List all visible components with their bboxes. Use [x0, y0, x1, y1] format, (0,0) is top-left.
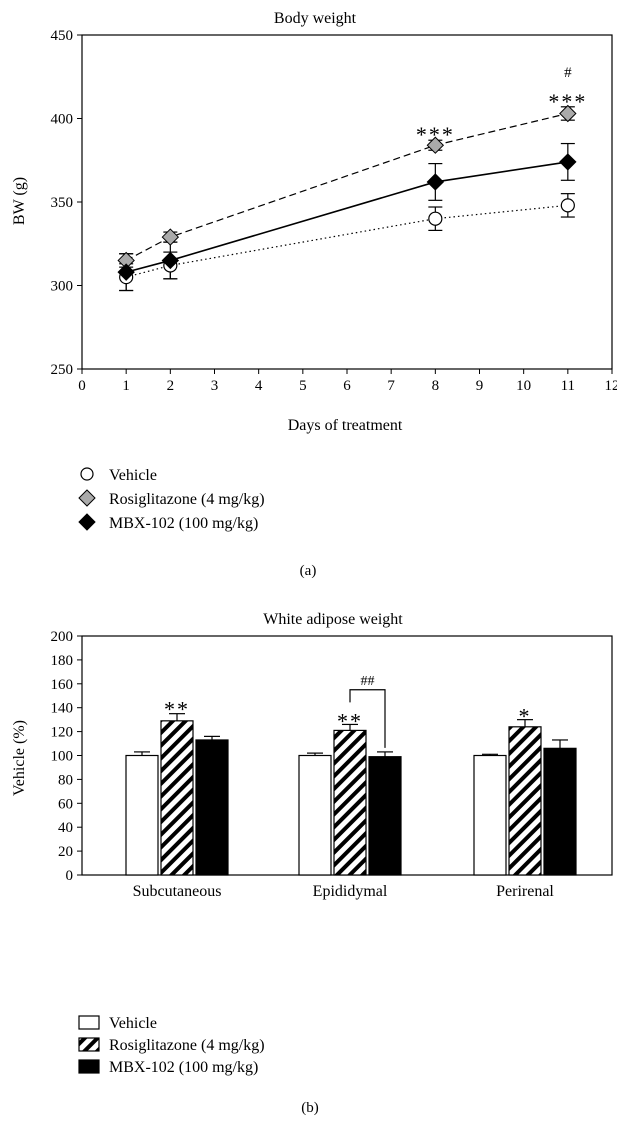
y-tick-label: 60	[58, 796, 73, 812]
x-tick-label: 3	[211, 378, 219, 394]
x-tick-label: 5	[299, 378, 307, 394]
y-tick-label: 20	[58, 844, 73, 860]
y-tick-label: 250	[51, 362, 74, 378]
chart-b-ylabel: Vehicle (%)	[11, 720, 28, 796]
y-tick-label: 100	[51, 749, 74, 765]
x-tick-label: 10	[516, 378, 531, 394]
bar	[195, 739, 229, 876]
y-tick-label: 350	[51, 195, 74, 211]
x-tick-label: 1	[122, 378, 130, 394]
significance-marker: **	[164, 697, 190, 722]
x-tick-label: 2	[167, 378, 175, 394]
significance-marker: *	[519, 704, 532, 729]
legend-swatch	[78, 1015, 100, 1030]
data-point	[560, 198, 575, 213]
x-tick-label: 9	[476, 378, 484, 394]
data-point	[426, 136, 445, 154]
data-point	[559, 153, 577, 171]
significance-marker: ***	[548, 89, 587, 114]
significance-bracket	[349, 689, 386, 748]
panel-label-b: (b)	[301, 1100, 319, 1116]
y-tick-label: 140	[51, 701, 74, 717]
x-tick-label: 4	[255, 378, 263, 394]
legend-swatch	[78, 1037, 100, 1052]
plot-frame	[81, 34, 613, 370]
legend-marker	[78, 513, 96, 531]
y-tick-label: 450	[51, 28, 74, 44]
y-tick-label: 300	[51, 279, 74, 295]
y-tick-label: 0	[66, 868, 74, 884]
legend-label: Vehicle	[109, 1015, 157, 1032]
panel-label-a: (a)	[300, 563, 317, 579]
legend-label: MBX-102 (100 mg/kg)	[109, 515, 258, 532]
x-tick-label: 12	[605, 378, 617, 394]
significance-marker: ***	[416, 122, 455, 147]
bar	[298, 754, 332, 876]
legend-swatch	[78, 1059, 100, 1074]
series-line	[125, 161, 568, 273]
x-tick-label: 8	[432, 378, 440, 394]
significance-marker: ##	[361, 674, 375, 689]
y-tick-label: 160	[51, 677, 74, 693]
category-label: Perirenal	[496, 883, 554, 900]
legend-label: Vehicle	[109, 467, 157, 484]
legend-label: Rosiglitazone (4 mg/kg)	[109, 491, 265, 508]
legend-b: Vehicle Rosiglitazone (4 mg/kg) MBX-102 (1…	[78, 1015, 265, 1076]
data-point	[161, 251, 180, 270]
category-label: Epididymal	[313, 883, 388, 900]
y-tick-label: 40	[58, 820, 73, 836]
y-tick-label: 400	[51, 112, 74, 128]
x-tick-label: 11	[561, 378, 575, 394]
white-adipose-chart: White adipose weight Vehicle (%) 0 20 40 60…	[11, 611, 613, 900]
significance-marker: **	[337, 708, 363, 733]
chart-a-title: Body weight	[274, 10, 357, 27]
bar	[368, 756, 402, 876]
legend-a: Vehicle Rosiglitazone (4 mg/kg) MBX-102 (1…	[78, 467, 265, 532]
bar	[473, 754, 507, 876]
x-tick-label: 7	[387, 378, 395, 394]
y-tick-label: 180	[51, 653, 74, 669]
y-tick-label: 120	[51, 725, 74, 741]
chart-a-ylabel: BW (g)	[11, 177, 28, 225]
data-point	[428, 211, 443, 226]
chart-a-xlabel: Days of treatment	[288, 417, 403, 434]
legend-label: MBX-102 (100 mg/kg)	[109, 1059, 258, 1076]
x-tick-label: 6	[343, 378, 351, 394]
chart-b-title: White adipose weight	[263, 611, 403, 628]
x-tick-label: 0	[78, 378, 86, 394]
y-tick-label: 80	[58, 772, 73, 788]
bar	[160, 720, 194, 876]
legend-label: Rosiglitazone (4 mg/kg)	[109, 1037, 265, 1054]
bar	[125, 754, 159, 876]
significance-marker: #	[564, 65, 572, 81]
y-tick-label: 200	[51, 629, 74, 645]
data-point	[117, 263, 135, 281]
data-point	[426, 173, 445, 191]
legend-marker	[78, 489, 96, 507]
data-point	[559, 104, 577, 123]
bar	[508, 726, 542, 876]
category-label: Subcutaneous	[133, 883, 222, 900]
legend-marker	[80, 467, 94, 481]
series-line	[126, 204, 568, 278]
data-point	[161, 228, 180, 246]
bar	[543, 747, 577, 876]
series-line	[125, 112, 568, 261]
bar	[333, 729, 367, 876]
